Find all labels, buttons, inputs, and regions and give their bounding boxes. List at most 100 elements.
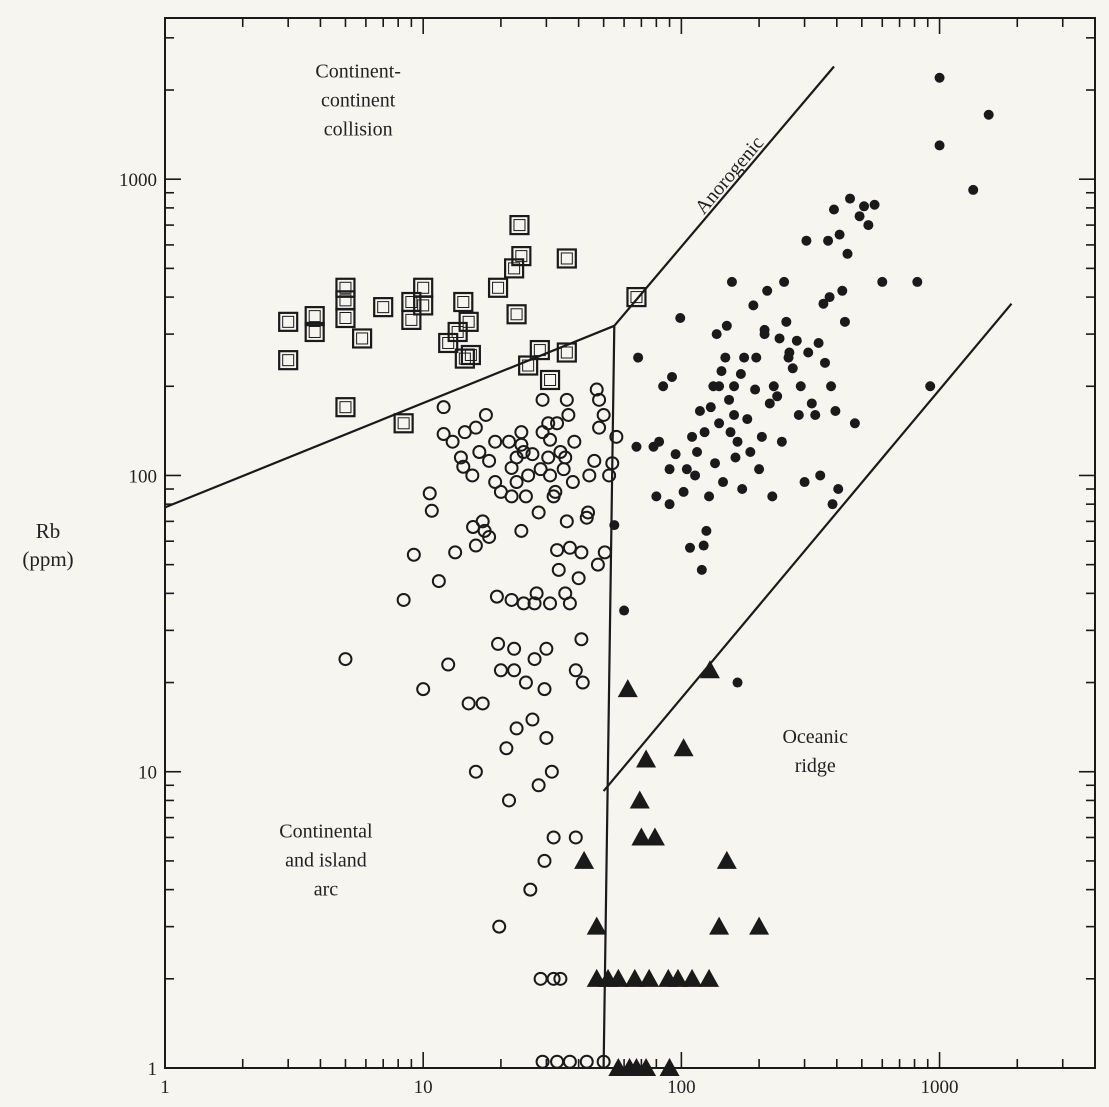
filled-circle-marker: [983, 109, 994, 120]
square-marker: [304, 306, 325, 327]
square-marker-inner: [377, 301, 390, 314]
field-labels: Continent-continent collision Continental a…: [279, 61, 848, 901]
open-circle-marker: [548, 484, 563, 499]
triangle-marker: [629, 790, 650, 809]
filled-circle-marker: [633, 352, 644, 363]
open-circle-marker: [558, 450, 573, 465]
filled-circle-marker: [732, 436, 743, 447]
triangle-marker: [644, 827, 665, 846]
filled-circle-marker: [748, 300, 759, 311]
filled-circle-marker: [774, 333, 785, 344]
y-axis-label: Rb: [36, 519, 61, 543]
filled-circle-marker: [869, 199, 880, 210]
filled-circle-marker: [799, 477, 810, 488]
square-marker-inner: [308, 325, 321, 338]
square-marker-inner: [397, 417, 410, 430]
data-points: [278, 72, 994, 1076]
field-label-text: continent: [321, 90, 396, 112]
open-circle-marker: [531, 505, 546, 520]
open-circle-marker: [568, 663, 583, 678]
open-circle-marker: [539, 730, 554, 745]
open-circle-marker: [581, 505, 596, 520]
anorogenic-label: Anorogenic: [691, 132, 769, 219]
axes-layer: 1 10 100 1000 1 10 100 1000 Rb (ppm): [22, 17, 1096, 1098]
filled-circle-marker: [837, 285, 848, 296]
triangle-marker: [709, 916, 730, 935]
filled-circle-marker: [742, 414, 753, 425]
open-circle-marker: [544, 764, 559, 779]
open-circle-marker: [543, 596, 558, 611]
square-marker: [335, 277, 356, 298]
square-marker: [487, 277, 509, 298]
filled-circle-marker: [609, 520, 620, 531]
square-marker: [335, 397, 356, 418]
open-circle-marker: [602, 468, 617, 483]
open-circle-marker: [338, 652, 353, 667]
filled-circle-marker: [745, 447, 756, 458]
open-circle-marker: [587, 453, 602, 468]
square-marker-inner: [522, 359, 535, 372]
triangle-marker: [639, 968, 660, 987]
open-circle-marker: [482, 453, 497, 468]
open-circle-marker: [502, 434, 517, 449]
filled-circle-marker: [925, 381, 936, 392]
field-boundary-line: [613, 65, 835, 327]
x-tick-label: 10: [414, 1077, 433, 1098]
open-circle-marker: [456, 459, 471, 474]
square-marker-inner: [630, 291, 643, 304]
open-circle-marker: [468, 420, 483, 435]
square-marker-inner: [533, 344, 546, 357]
filled-circle-marker: [737, 484, 748, 495]
open-circle-marker: [571, 571, 586, 586]
open-circle-marker: [561, 407, 576, 422]
open-circle-marker: [553, 971, 568, 986]
filled-circle-marker: [698, 540, 709, 551]
filled-circle-marker: [834, 229, 845, 240]
filled-circle-marker: [704, 491, 715, 502]
triangle-marker: [636, 749, 657, 768]
open-circle-marker: [543, 468, 558, 483]
open-circle-marker: [436, 400, 451, 415]
square-marker-inner: [492, 281, 505, 294]
square-marker: [511, 246, 532, 267]
filled-circle-marker: [776, 436, 787, 447]
filled-circle-marker: [830, 406, 841, 417]
square-marker-inner: [560, 252, 573, 265]
y-tick-label: 100: [129, 466, 158, 487]
open-circle-marker: [592, 420, 607, 435]
open-circle-marker: [579, 1054, 594, 1069]
filled-circle-marker: [813, 337, 824, 348]
square-marker-inner: [339, 294, 352, 307]
square-marker: [539, 369, 561, 391]
square-marker-inner: [339, 311, 352, 324]
field-label-text: Oceanic: [782, 726, 848, 748]
filled-circle-marker: [730, 452, 741, 463]
square-marker: [529, 339, 550, 361]
filled-circle-marker: [716, 366, 727, 377]
open-circle-marker: [562, 596, 577, 611]
square-marker: [335, 290, 356, 311]
open-circle-marker: [488, 434, 503, 449]
filled-circle-marker: [619, 605, 630, 616]
open-circle-marker: [609, 429, 624, 444]
filled-circle-marker: [934, 140, 945, 151]
open-circle-marker: [475, 514, 490, 529]
square-marker-inner: [560, 346, 573, 359]
open-circle-marker: [445, 434, 460, 449]
y-tick-label: 1000: [119, 170, 157, 191]
square-marker: [556, 342, 577, 363]
open-circle-marker: [531, 778, 546, 793]
filled-circle-marker: [721, 320, 732, 331]
square-marker-inner: [282, 315, 295, 328]
square-marker: [278, 350, 299, 371]
filled-circle-marker: [845, 193, 856, 204]
open-circle-marker: [493, 663, 508, 678]
square-marker: [556, 248, 577, 269]
filled-circle-marker: [714, 381, 725, 392]
x-tick-label: 100: [667, 1077, 696, 1098]
open-circle-marker: [535, 392, 550, 407]
filled-circle-marker: [750, 384, 761, 395]
square-marker-inner: [510, 308, 523, 321]
filled-circle-marker: [675, 312, 686, 323]
filled-circle-marker: [754, 464, 765, 475]
